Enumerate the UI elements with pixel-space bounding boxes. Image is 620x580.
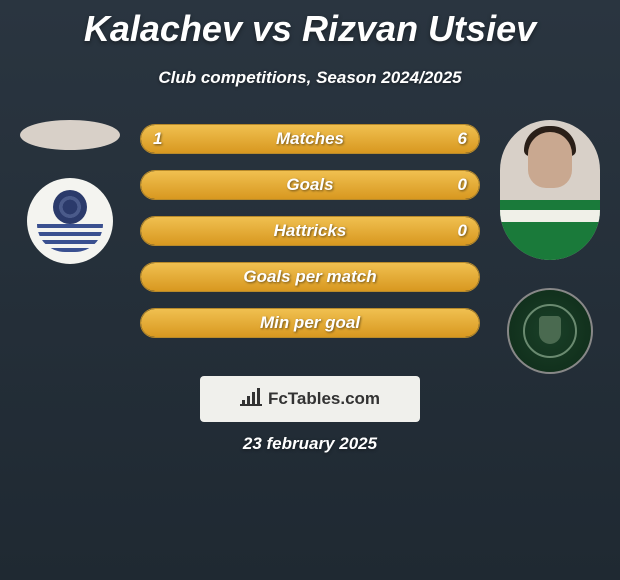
stat-label: Goals per match xyxy=(141,263,479,291)
left-player-photo xyxy=(20,120,120,150)
left-player-column xyxy=(10,120,130,264)
stat-label: Goals xyxy=(141,171,479,199)
branding-card[interactable]: FcTables.com xyxy=(200,376,420,422)
right-club-logo xyxy=(507,288,593,374)
left-club-logo xyxy=(27,178,113,264)
stat-label: Hattricks xyxy=(141,217,479,245)
right-player-photo xyxy=(500,120,600,260)
date-label: 23 february 2025 xyxy=(0,434,620,454)
page-title: Kalachev vs Rizvan Utsiev xyxy=(0,0,620,50)
subtitle: Club competitions, Season 2024/2025 xyxy=(0,68,620,88)
stat-bar: Min per goal xyxy=(140,308,480,338)
stat-bar: Goals per match xyxy=(140,262,480,292)
stat-bar: 0Goals xyxy=(140,170,480,200)
stat-bar: 16Matches xyxy=(140,124,480,154)
right-player-column xyxy=(490,120,610,374)
branding-text: FcTables.com xyxy=(268,389,380,409)
chart-icon xyxy=(240,388,262,411)
stats-container: 16Matches 0Goals 0Hattricks Goals per match… xyxy=(140,124,480,354)
stat-bar: 0Hattricks xyxy=(140,216,480,246)
stat-label: Min per goal xyxy=(141,309,479,337)
stat-label: Matches xyxy=(141,125,479,153)
